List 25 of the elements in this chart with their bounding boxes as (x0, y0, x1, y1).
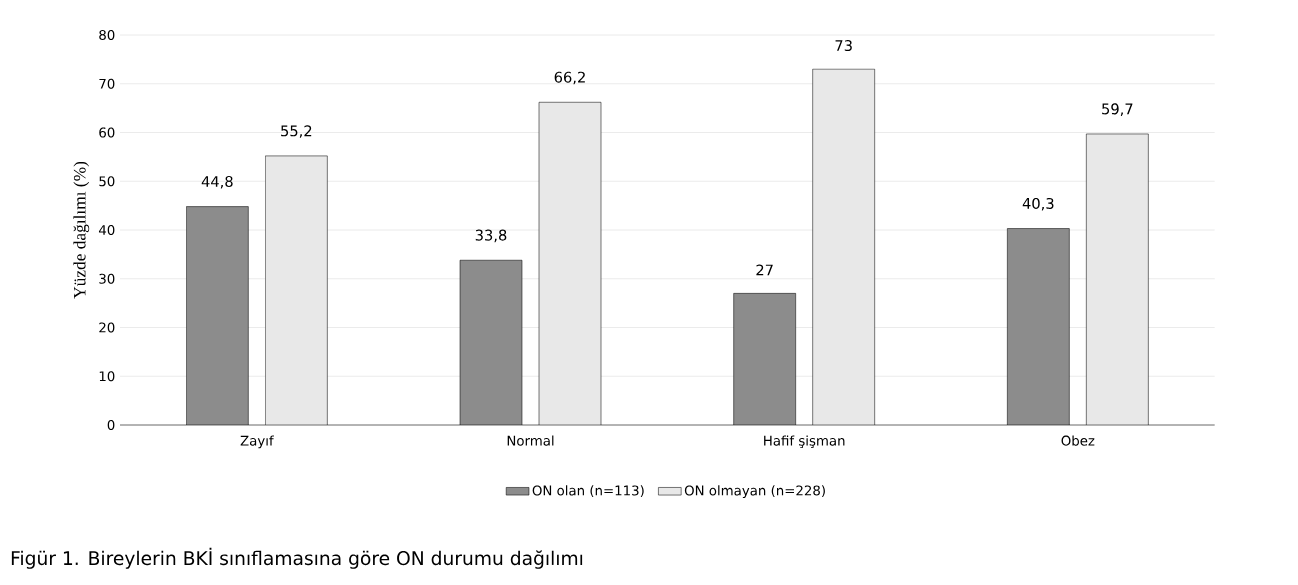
y-tick-label: 80 (99, 29, 115, 41)
data-label: 55,2 (281, 125, 312, 138)
data-label: 27 (756, 264, 773, 276)
y-tick-label: 60 (99, 127, 115, 138)
text: Figür 1. Bireylerin BKİ sınıflamasına göre ON durumu dağılımı (11, 547, 583, 569)
y-tick-label: 10 (99, 371, 115, 382)
y-tick-label: 0 (107, 419, 115, 431)
x-tick-label: Obez (1061, 435, 1095, 446)
y-tick-label: 70 (99, 78, 115, 89)
y-axis-title: Yüzde dağılımı (%) (73, 161, 90, 299)
legend-label: ON olan (n=113) (532, 485, 644, 498)
data-label: 40,3 (1022, 197, 1054, 211)
y-tick-label: 20 (99, 322, 115, 333)
y-tick-label: 50 (99, 176, 115, 187)
data-label: 73 (835, 40, 852, 52)
x-tick-label: Hafif şişman (764, 435, 845, 449)
y-tick-label: 40 (98, 224, 115, 236)
legend-label: ON olmayan (n=228) (684, 485, 825, 499)
data-label: 66,2 (554, 71, 585, 85)
x-tick-label: Zayıf (240, 435, 274, 449)
x-tick-label: Normal (507, 435, 554, 446)
data-label: 59,7 (1102, 103, 1133, 116)
data-label: 33,8 (475, 229, 507, 243)
y-tick-label: 30 (99, 273, 115, 284)
data-label: 44,8 (201, 175, 233, 189)
